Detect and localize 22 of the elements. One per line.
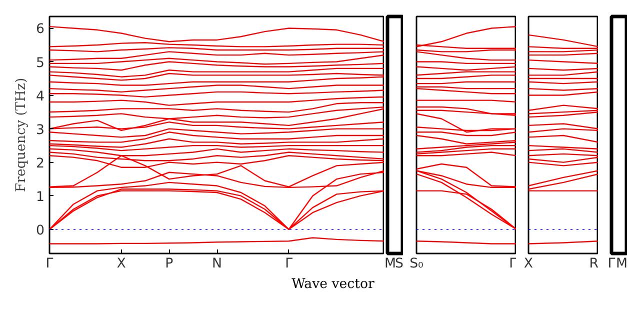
x-axis-title: Wave vector [292,276,374,294]
x-tick-label: Γ [509,256,518,272]
x-tick-label: M [384,256,396,272]
x-tick-label: Γ [285,256,294,272]
x-tick-label: Γ [46,256,54,272]
x-tick-label: S [395,256,404,272]
x-tick-label: R [589,256,599,272]
x-tick-label: X [116,256,126,272]
y-axis-title: Frequency (THz) [14,78,30,192]
x-tick-label: M [616,256,628,272]
x-tick-label: Γ [608,256,616,272]
x-tick-label: X [524,256,534,272]
y-tick-label: 3 [36,122,45,138]
y-tick-label: 2 [36,156,45,172]
x-tick-label: P [165,256,174,272]
y-tick-label: 0 [36,223,45,238]
y-tick-label: 1 [36,190,45,205]
x-tick-label: N [212,256,222,272]
y-tick-label: 6 [36,22,45,38]
y-tick-label: 5 [36,56,45,71]
y-tick-label: 4 [36,89,45,104]
x-tick-label: S₀ [410,256,424,272]
